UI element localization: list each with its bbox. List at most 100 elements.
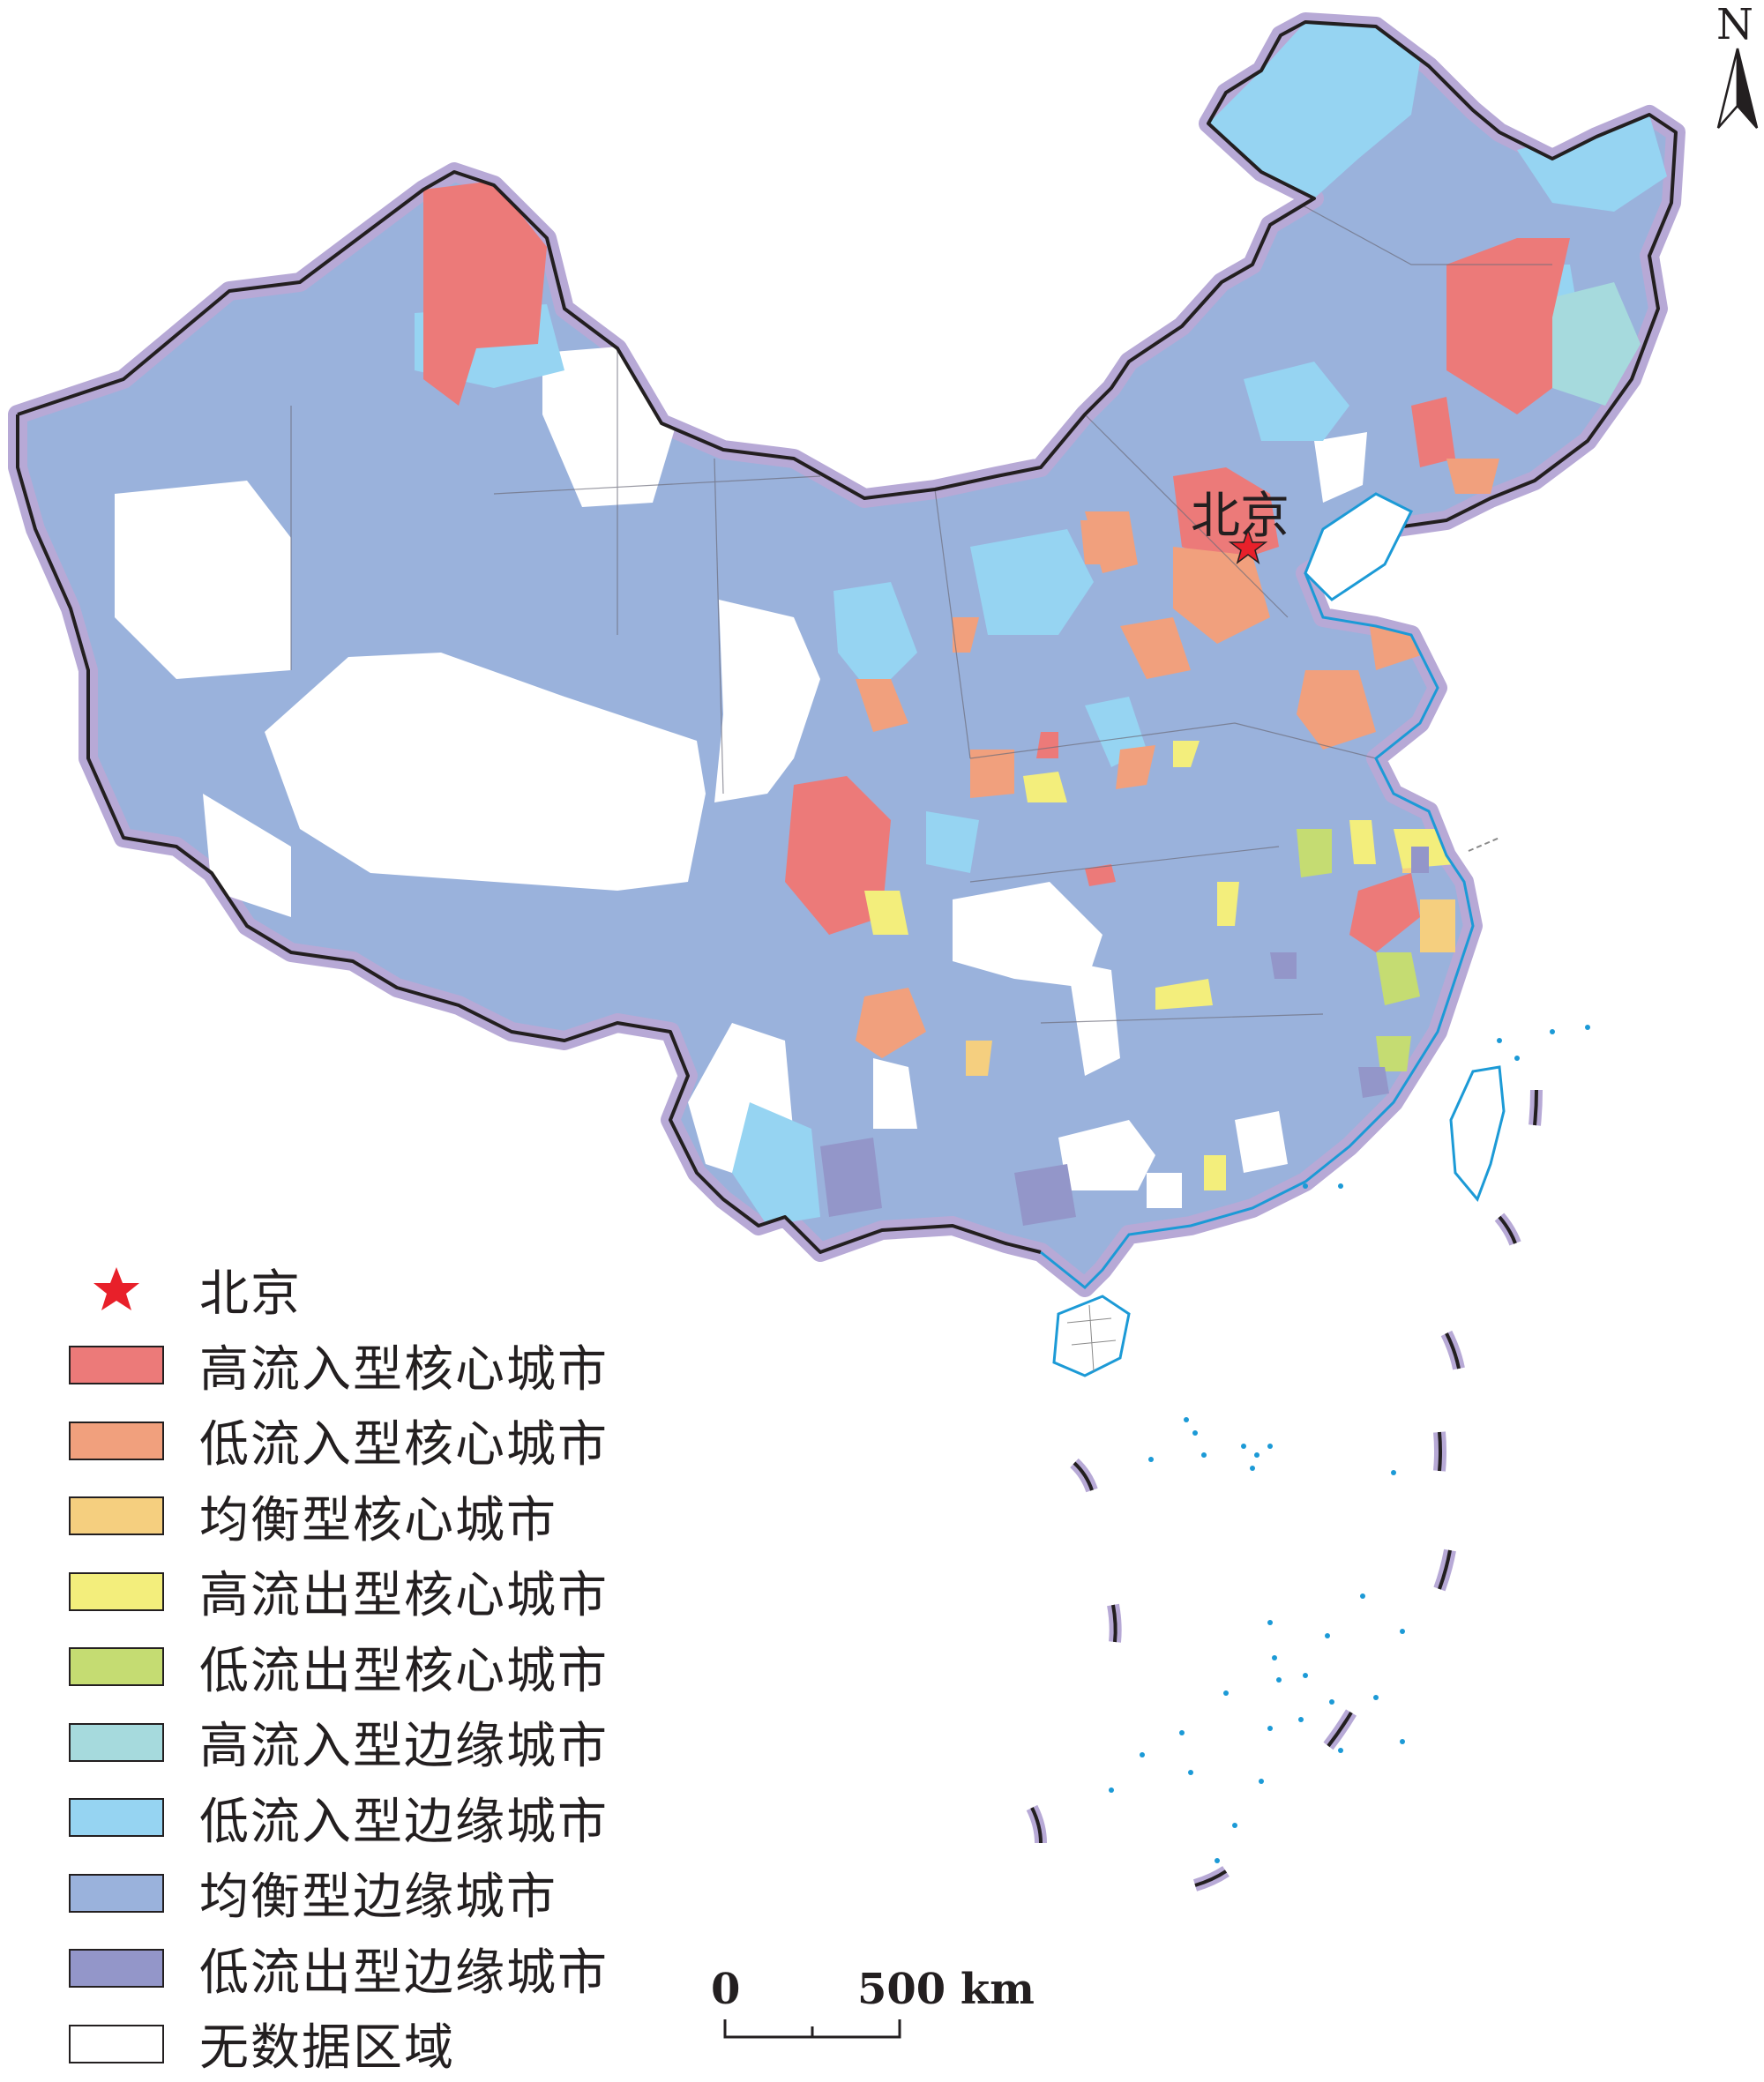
region-low-outflow-peripheral <box>1014 1164 1076 1226</box>
legend-swatch <box>69 2024 164 2063</box>
region-low-inflow-core <box>1173 547 1270 644</box>
region-low-inflow-peripheral <box>1517 115 1667 212</box>
legend-item: 低流出型核心城市 <box>69 1630 609 1705</box>
legend-item: 均衡型边缘城市 <box>69 1855 609 1931</box>
region-no-data <box>1058 1120 1155 1190</box>
region-low-outflow-core <box>1376 1036 1411 1071</box>
region-low-inflow-core <box>856 988 926 1058</box>
region-balanced-core <box>966 1041 992 1076</box>
legend-swatch <box>69 1496 164 1536</box>
legend-item-capital: 北京 <box>69 1252 609 1328</box>
legend-label: 低流入型边缘城市 <box>199 1793 609 1851</box>
region-high-inflow-peripheral <box>1544 282 1641 406</box>
scale-bar-zero: 0 <box>711 1965 741 2014</box>
region-low-inflow-peripheral <box>833 582 917 697</box>
region-high-outflow-core <box>1349 820 1376 864</box>
province-boundaries <box>290 158 1552 1024</box>
legend-swatch <box>69 1421 164 1460</box>
region-no-data <box>714 600 820 802</box>
region-low-inflow-core <box>1116 745 1155 789</box>
legend-item: 低流入型边缘城市 <box>69 1780 609 1856</box>
region-low-inflow-peripheral <box>1208 22 1420 203</box>
region-high-inflow-core <box>1085 864 1116 886</box>
legend-item: 高流入型核心城市 <box>69 1328 609 1404</box>
region-low-inflow-core <box>856 679 908 732</box>
china-border-line <box>16 20 1678 1254</box>
region-no-data <box>203 794 291 917</box>
legend: 北京 高流入型核心城市 低流入型核心城市 均衡型核心城市 高流出型核心城市 低流… <box>69 1252 609 2082</box>
region-no-data <box>1235 1111 1288 1173</box>
bohai-sea <box>1304 492 1414 601</box>
legend-label: 低流出型核心城市 <box>199 1642 609 1700</box>
region-high-inflow-core <box>1173 467 1279 564</box>
region-no-data <box>1147 1173 1182 1208</box>
region-low-inflow-core <box>1120 617 1191 679</box>
region-high-inflow-core <box>423 181 547 406</box>
region-low-outflow-peripheral <box>1270 952 1297 979</box>
legend-item: 低流入型核心城市 <box>69 1403 609 1479</box>
city-regions <box>115 22 1667 1226</box>
region-no-data <box>953 882 1102 988</box>
legend-swatch <box>69 1346 164 1385</box>
region-high-inflow-core <box>1411 397 1455 467</box>
legend-item: 低流出型边缘城市 <box>69 1931 609 2007</box>
region-high-inflow-core <box>785 776 891 935</box>
region-no-data <box>1067 961 1120 1076</box>
region-no-data <box>265 653 706 891</box>
region-low-outflow-peripheral <box>1411 847 1429 873</box>
scale-bar-label: 500 km <box>857 1965 1035 2014</box>
region-balanced-core <box>1420 899 1455 952</box>
region-high-inflow-core <box>1349 873 1420 952</box>
legend-swatch <box>69 1571 164 1611</box>
legend-label: 均衡型边缘城市 <box>199 1869 557 1927</box>
legend-item: 高流入型边缘城市 <box>69 1705 609 1780</box>
region-low-inflow-core <box>1080 520 1111 564</box>
beijing-star-marker <box>1228 527 1268 564</box>
region-high-inflow-core <box>1036 732 1058 758</box>
region-high-outflow-core <box>864 891 908 935</box>
maritime-boundary <box>1468 837 1500 852</box>
region-no-data <box>873 1058 917 1129</box>
legend-item: 高流出型核心城市 <box>69 1554 609 1630</box>
legend-swatch <box>69 1722 164 1762</box>
region-high-outflow-core <box>1155 979 1213 1010</box>
region-low-inflow-core <box>1446 459 1499 494</box>
legend-item: 无数据区域 <box>69 2006 609 2082</box>
legend-swatch <box>69 1949 164 1989</box>
region-low-inflow-peripheral <box>1244 362 1349 441</box>
legend-label: 高流入型核心城市 <box>199 1340 609 1399</box>
legend-label: 低流入型核心城市 <box>199 1416 609 1474</box>
region-low-outflow-peripheral <box>820 1138 882 1217</box>
region-low-outflow-core <box>1376 952 1420 1005</box>
region-low-outflow-core <box>1297 829 1332 877</box>
region-low-outflow-peripheral <box>1358 1067 1389 1098</box>
coastline <box>1040 572 1475 1290</box>
region-high-outflow-core <box>1204 1155 1226 1190</box>
region-low-inflow-core <box>953 617 979 653</box>
taiwan-island <box>1449 1065 1506 1202</box>
region-low-inflow-core <box>1297 670 1376 750</box>
region-low-inflow-core <box>970 750 1014 798</box>
scale-bar <box>723 2019 901 2039</box>
region-no-data <box>115 481 291 679</box>
south-sea-islands <box>1109 1025 1590 1863</box>
capital-label: 北京 <box>1191 488 1289 545</box>
nine-dash-line <box>1026 1089 1543 1892</box>
legend-swatch <box>69 1873 164 1913</box>
legend-label: 均衡型核心城市 <box>199 1491 557 1549</box>
legend-item: 均衡型核心城市 <box>69 1479 609 1555</box>
north-arrow <box>1716 48 1759 129</box>
legend-label: 高流出型核心城市 <box>199 1567 609 1625</box>
star-icon <box>69 1264 164 1317</box>
north-label: N <box>1716 0 1753 49</box>
region-high-outflow-core <box>1173 741 1200 767</box>
region-high-outflow-core <box>1217 882 1239 926</box>
legend-label: 低流出型边缘城市 <box>199 1944 609 2002</box>
region-low-inflow-peripheral <box>970 529 1094 635</box>
legend-label: 北京 <box>199 1265 302 1324</box>
region-low-inflow-peripheral <box>732 1102 820 1226</box>
region-high-outflow-core <box>1023 772 1067 802</box>
region-no-data <box>1314 432 1367 503</box>
legend-swatch <box>69 1647 164 1687</box>
